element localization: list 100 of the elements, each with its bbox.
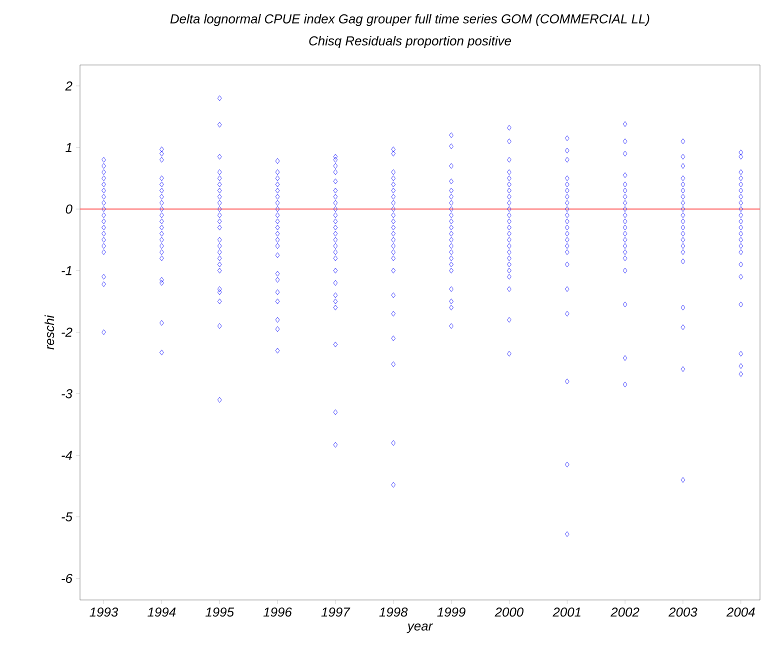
point (333, 230, 338, 237)
point (217, 236, 222, 243)
point (275, 158, 280, 164)
point (275, 298, 280, 304)
point (680, 194, 686, 200)
point (680, 175, 686, 182)
point (159, 212, 164, 218)
point (449, 218, 454, 224)
point (738, 363, 744, 369)
point (159, 218, 164, 224)
point (333, 200, 338, 206)
point (275, 188, 280, 194)
point (449, 304, 454, 310)
point (738, 249, 744, 255)
point (217, 218, 222, 224)
point (622, 255, 628, 262)
point (449, 243, 454, 249)
point (680, 477, 686, 483)
point (217, 268, 222, 274)
point (391, 255, 396, 262)
point (217, 200, 222, 206)
point (391, 482, 396, 488)
point (449, 262, 454, 268)
point (217, 289, 222, 296)
x-tick-label: 2002 (610, 608, 640, 617)
point (159, 255, 164, 262)
point (622, 302, 628, 308)
point (680, 138, 686, 144)
point (449, 206, 454, 212)
point (507, 249, 512, 255)
point (564, 230, 570, 237)
point (680, 258, 686, 264)
point (333, 178, 338, 184)
point (391, 335, 396, 342)
point (507, 317, 512, 323)
point (738, 182, 744, 188)
x-tick-label: 2003 (668, 608, 698, 617)
point (738, 200, 744, 206)
point (102, 249, 106, 255)
point (217, 188, 222, 194)
point (333, 268, 338, 274)
point (275, 243, 280, 249)
point (275, 252, 280, 258)
point (564, 462, 570, 468)
point (333, 156, 338, 163)
point (159, 206, 164, 212)
point (738, 175, 744, 182)
point (622, 172, 628, 178)
point (391, 175, 396, 182)
point (564, 243, 570, 249)
y-tick-label: -6 (62, 574, 72, 584)
point (680, 230, 686, 237)
x-axis-title: year (406, 624, 434, 634)
point (564, 182, 570, 188)
point (680, 163, 686, 169)
point (391, 236, 396, 243)
point (159, 156, 164, 163)
y-axis-title: reschi (44, 314, 54, 350)
point (159, 194, 164, 200)
point (159, 243, 164, 249)
point (275, 224, 280, 230)
point (333, 212, 338, 218)
point (622, 382, 628, 388)
point (449, 200, 454, 206)
point (680, 206, 686, 212)
point (391, 230, 396, 237)
point (217, 169, 222, 175)
point (564, 188, 570, 194)
x-tick-label: 1994 (148, 608, 176, 617)
point (680, 218, 686, 224)
point (622, 200, 628, 206)
point (622, 236, 628, 243)
point (102, 169, 106, 175)
point (102, 200, 106, 206)
point (275, 317, 280, 323)
x-tick-label: 1998 (379, 608, 408, 617)
point (738, 212, 744, 218)
y-tick-label: -2 (62, 328, 72, 337)
point (507, 169, 512, 175)
point (564, 148, 570, 154)
chart-title: Delta lognormal CPUE index Gag grouper full time series GOM (COMMERCIAL LL) (170, 14, 650, 26)
point (449, 188, 454, 194)
point (391, 212, 396, 218)
point (507, 200, 512, 206)
point (333, 298, 338, 304)
point (159, 280, 164, 286)
point (680, 224, 686, 230)
point (391, 169, 396, 175)
x-tick-label: 1993 (90, 608, 118, 617)
point (738, 243, 744, 249)
point (564, 224, 570, 230)
point (391, 268, 396, 274)
point (564, 212, 570, 218)
point (275, 236, 280, 243)
point (275, 326, 280, 332)
point (507, 218, 512, 224)
point (159, 320, 164, 326)
point (622, 249, 628, 255)
point (102, 182, 106, 188)
point (391, 310, 396, 317)
